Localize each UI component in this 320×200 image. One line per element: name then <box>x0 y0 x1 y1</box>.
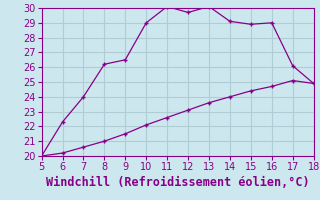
X-axis label: Windchill (Refroidissement éolien,°C): Windchill (Refroidissement éolien,°C) <box>46 176 309 189</box>
